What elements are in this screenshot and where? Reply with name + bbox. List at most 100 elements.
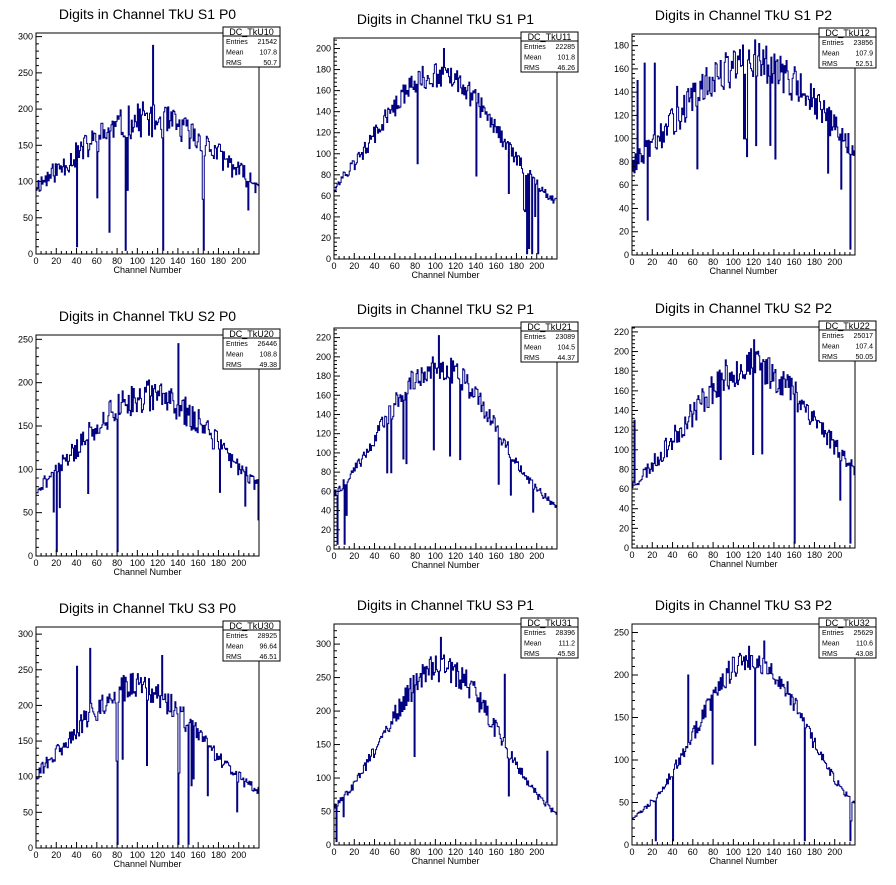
x-tick-label: 120: [150, 256, 165, 266]
x-tick-label: 160: [787, 847, 802, 857]
x-tick-label: 60: [688, 847, 698, 857]
x-tick-label: 120: [746, 847, 761, 857]
stats-key: RMS: [822, 61, 838, 68]
y-tick-label: 0: [28, 249, 33, 259]
x-tick-label: 180: [807, 550, 822, 560]
x-tick-label: 200: [827, 257, 842, 267]
y-tick-label: 150: [18, 736, 33, 746]
stats-value: 52.51: [855, 61, 873, 68]
y-tick-label: 50: [619, 798, 629, 808]
x-tick-label: 40: [370, 847, 380, 857]
x-tick-label: 60: [688, 550, 698, 560]
x-tick-label: 40: [668, 257, 678, 267]
histogram-panel: Digits in Channel TkU S2 P0 0 20 40 60 80 100 1…: [0, 302, 298, 593]
x-tick-label: 80: [410, 551, 420, 561]
stats-key: RMS: [822, 651, 838, 658]
x-tick-label: 140: [766, 550, 781, 560]
stats-box: DC_TkU22 Entries 25017 Mean 107.4 RMS 50.05: [818, 320, 877, 362]
stats-name: DC_TkU20: [229, 329, 274, 339]
x-axis-label: Channel Number: [411, 560, 479, 570]
y-tick-label: 20: [619, 523, 629, 533]
x-tick-label: 60: [92, 256, 102, 266]
y-tick-label: 60: [321, 486, 331, 496]
x-tick-label: 200: [231, 850, 246, 860]
x-tick-label: 160: [191, 850, 206, 860]
x-tick-label: 140: [766, 257, 781, 267]
y-tick-label: 60: [619, 180, 629, 190]
y-tick-label: 50: [23, 213, 33, 223]
x-tick-label: 60: [390, 847, 400, 857]
y-tick-label: 180: [614, 41, 629, 51]
x-tick-label: 80: [112, 558, 122, 568]
x-tick-label: 80: [112, 850, 122, 860]
x-tick-label: 20: [51, 256, 61, 266]
x-tick-label: 120: [448, 847, 463, 857]
stats-name: DC_TkU22: [825, 321, 870, 331]
x-tick-label: 180: [509, 551, 524, 561]
stats-key: Entries: [524, 44, 546, 51]
histogram-series: [35, 343, 260, 556]
y-tick-label: 220: [614, 327, 629, 337]
stats-value: 111.2: [559, 641, 576, 648]
y-tick-label: 0: [624, 543, 629, 553]
y-tick-label: 140: [614, 87, 629, 97]
y-tick-label: 50: [23, 508, 33, 518]
x-tick-label: 20: [647, 257, 657, 267]
y-tick-label: 140: [316, 409, 331, 419]
histogram-panel: Digits in Channel TkU S2 P2 0 20 40 60 80 100 1…: [596, 294, 894, 585]
histogram-panel: Digits in Channel TkU S1 P0 0 20 40 60 80 100 1…: [0, 0, 298, 291]
chart-title: Digits in Channel TkU S2 P0: [59, 308, 236, 324]
y-tick-label: 100: [614, 134, 629, 144]
x-tick-label: 120: [448, 261, 463, 271]
histogram-series: [333, 636, 558, 845]
y-tick-label: 180: [614, 366, 629, 376]
x-tick-label: 160: [191, 256, 206, 266]
y-tick-label: 0: [624, 250, 629, 260]
x-tick-label: 160: [787, 550, 802, 560]
x-tick-label: 60: [390, 551, 400, 561]
x-tick-label: 200: [529, 551, 544, 561]
stats-key: Entries: [524, 334, 546, 341]
stats-value: 28925: [258, 633, 278, 640]
stats-value: 50.05: [855, 354, 873, 361]
histogram-svg: Digits in Channel TkU S2 P1 0 20 40 60 80 100 1…: [316, 301, 579, 570]
x-tick-label: 160: [191, 558, 206, 568]
x-axis-label: Channel Number: [411, 270, 479, 280]
histogram-series: [35, 44, 260, 254]
stats-value: 44.37: [557, 355, 575, 362]
chart-title: Digits in Channel TkU S3 P0: [59, 600, 236, 616]
y-tick-label: 140: [614, 405, 629, 415]
stats-name: DC_TkU21: [527, 322, 572, 332]
x-tick-label: 0: [33, 256, 38, 266]
stats-value: 22285: [556, 44, 576, 51]
stats-key: Mean: [524, 55, 542, 62]
x-tick-label: 200: [529, 847, 544, 857]
y-tick-label: 40: [321, 506, 331, 516]
x-tick-label: 100: [726, 257, 741, 267]
x-axis-label: Channel Number: [113, 567, 181, 577]
stats-key: Mean: [822, 51, 840, 58]
x-tick-label: 60: [92, 558, 102, 568]
y-tick-label: 0: [326, 254, 331, 264]
histogram-svg: Digits in Channel TkU S3 P0 0 20 40 60 80 100 1…: [18, 600, 281, 869]
y-tick-label: 80: [321, 467, 331, 477]
x-tick-label: 180: [509, 847, 524, 857]
y-tick-label: 120: [316, 429, 331, 439]
y-tick-label: 40: [619, 203, 629, 213]
histogram-svg: Digits in Channel TkU S1 P2 0 20 40 60 80 100 1…: [614, 7, 877, 276]
x-tick-label: 180: [211, 850, 226, 860]
stats-value: 96.64: [259, 644, 277, 651]
stats-box: DC_TkU30 Entries 28925 Mean 96.64 RMS 46.51: [222, 620, 281, 662]
stats-box: DC_TkU10 Entries 21542 Mean 107.8 RMS 50.7: [222, 26, 281, 68]
stats-name: DC_TkU31: [527, 618, 572, 628]
stats-key: RMS: [524, 65, 540, 72]
x-tick-label: 100: [428, 551, 443, 561]
y-tick-label: 80: [619, 464, 629, 474]
x-tick-label: 20: [647, 550, 657, 560]
stats-value: 104.5: [557, 345, 575, 352]
y-tick-label: 20: [619, 227, 629, 237]
y-tick-label: 80: [619, 157, 629, 167]
x-tick-label: 160: [787, 257, 802, 267]
stats-box: DC_TkU31 Entries 28396 Mean 111.2 RMS 45.58: [520, 617, 579, 659]
x-tick-label: 20: [349, 551, 359, 561]
